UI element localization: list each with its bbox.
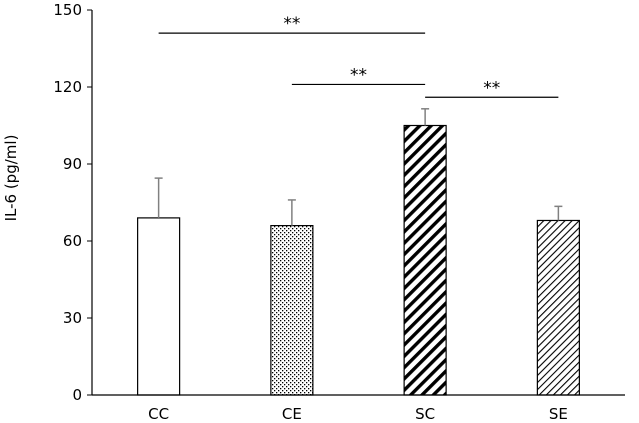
significance-markers: ** ** ** bbox=[158, 14, 559, 98]
x-category-label: SC bbox=[415, 405, 435, 423]
y-axis-ticks: 0 30 60 90 120 150 bbox=[53, 1, 92, 404]
bar-sc bbox=[403, 124, 447, 396]
x-axis-labels: CC CE SC SE bbox=[148, 405, 568, 423]
x-category-label: CE bbox=[282, 405, 302, 423]
x-category-label: SE bbox=[549, 405, 568, 423]
error-bars bbox=[154, 108, 563, 226]
y-tick-label: 150 bbox=[53, 1, 82, 19]
axes bbox=[91, 10, 625, 396]
bar-se bbox=[536, 219, 580, 396]
y-tick-label: 90 bbox=[63, 155, 82, 173]
y-tick-label: 60 bbox=[63, 232, 82, 250]
y-tick-label: 120 bbox=[53, 78, 82, 96]
bar-cc bbox=[137, 217, 181, 396]
significance-label: ** bbox=[483, 78, 500, 98]
y-axis-title: IL-6 (pg/ml) bbox=[2, 135, 20, 222]
x-category-label: CC bbox=[148, 405, 169, 423]
bar-ce bbox=[270, 225, 314, 396]
significance-label: ** bbox=[283, 14, 300, 34]
y-tick-label: 30 bbox=[63, 309, 82, 327]
bars bbox=[137, 124, 580, 396]
y-tick-label: 0 bbox=[72, 386, 82, 404]
significance-label: ** bbox=[350, 65, 367, 85]
